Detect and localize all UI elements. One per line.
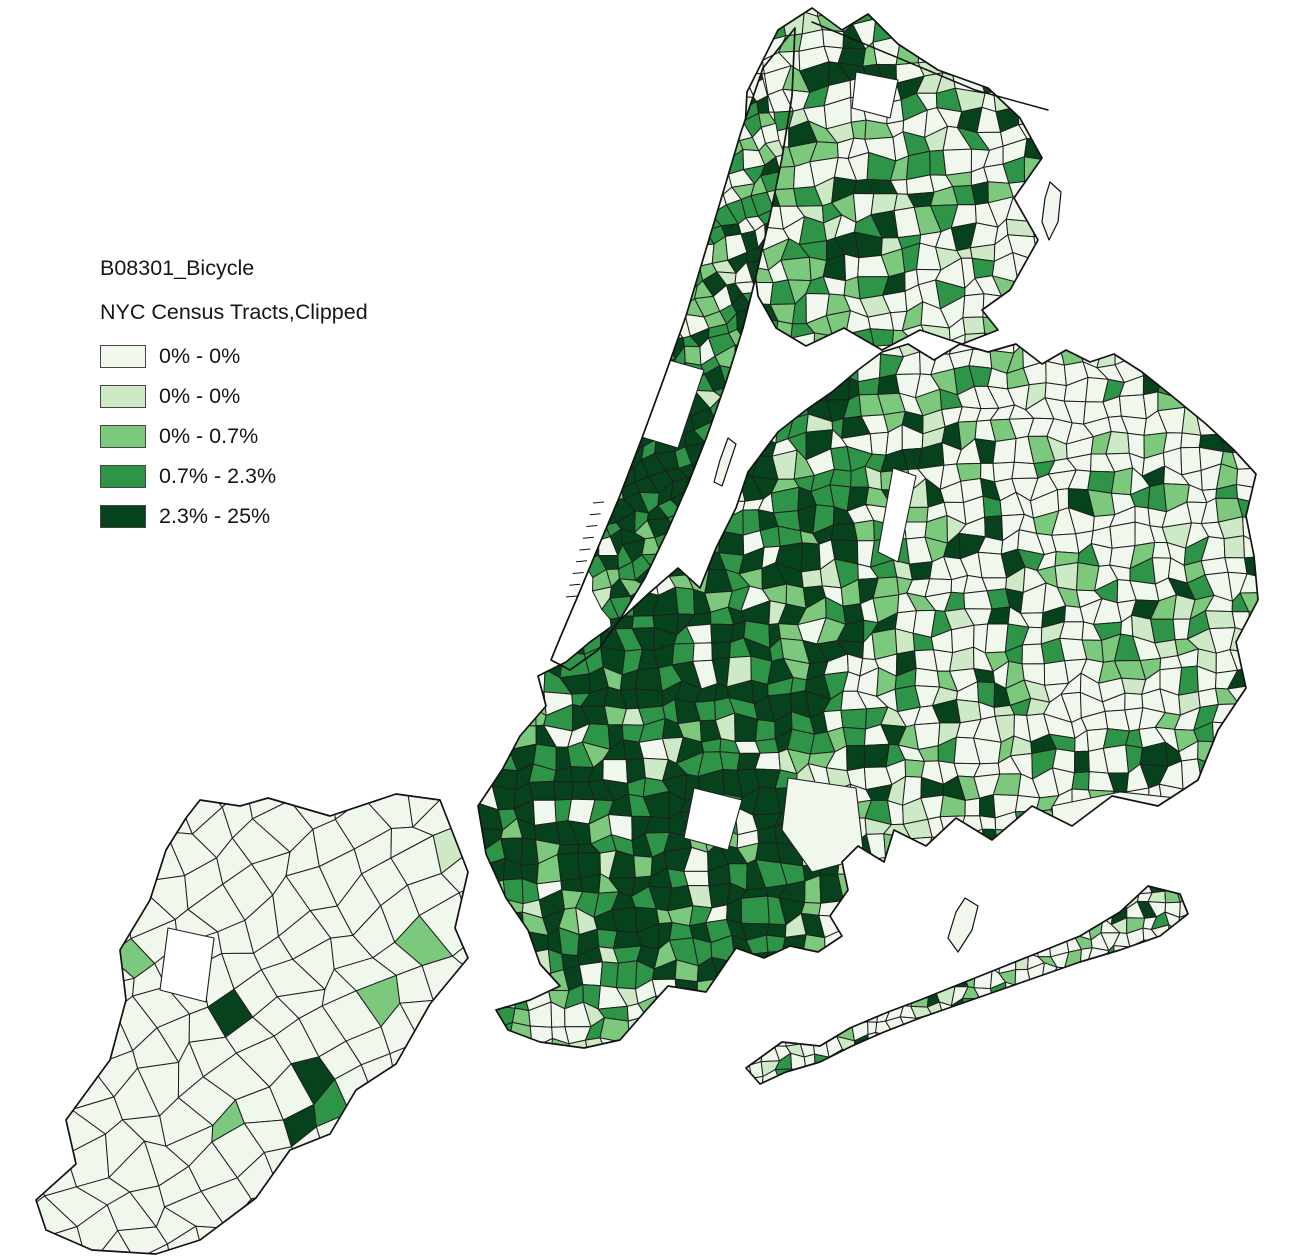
city-boundary-line [811,21,1049,111]
region-si-tracts [36,794,468,1254]
legend-class-label: 0% - 0% [159,344,241,369]
legend-class-label: 2.3% - 25% [159,504,271,529]
region-bq-outline [477,343,1259,1049]
region-rockaway-outline [745,885,1189,1085]
legend-items: 0% - 0% 0% - 0% 0% - 0.7% 0.7% - 2.3% 2.3% -… [100,344,368,529]
region-si-outline [35,793,469,1255]
region-bq-tracts [478,344,1258,1048]
legend-item-3: 0.7% - 2.3% [100,464,368,489]
legend-title: B08301_Bicycle [100,256,255,280]
manhattan-piers [565,501,605,598]
legend-class-label: 0% - 0% [159,384,241,409]
legend-item-1: 0% - 0% [100,384,368,409]
legend-subtitle: NYC Census Tracts,Clipped [100,299,368,324]
island-broad-channel [947,897,979,953]
legend-class-label: 0.7% - 2.3% [159,464,277,489]
legend-item-4: 2.3% - 25% [100,504,368,529]
island-roosevelt [713,437,737,487]
legend-class-label: 0% - 0.7% [159,424,259,449]
legend-item-2: 0% - 0.7% [100,424,368,449]
legend-panel: B08301_Bicycle NYC Census Tracts,Clipped… [100,256,368,545]
legend-item-0: 0% - 0% [100,344,368,369]
region-bronx-outline [743,7,1043,351]
legend-swatch-1 [100,385,146,409]
legend-swatch-3 [100,465,146,489]
legend-swatch-4 [100,505,146,529]
region-manhattan-outline [550,27,796,671]
legend-swatch-0 [100,345,146,369]
island-city-island [1041,181,1062,241]
legend-swatch-2 [100,425,146,449]
